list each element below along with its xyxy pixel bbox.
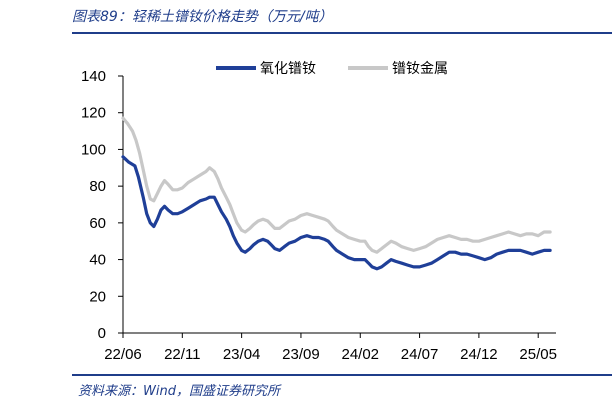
x-tick-label: 24/07: [401, 346, 439, 363]
y-tick-label: 120: [81, 105, 106, 122]
series-line-praseodymium-neodymium-metal: [121, 116, 552, 254]
y-tick-label: 100: [81, 141, 106, 158]
x-axis: 22/06 22/11 23/04 23/09 24/02 24/07 24/12 25/05: [104, 332, 557, 363]
x-tick-label: 24/02: [341, 346, 379, 363]
y-tick-label: 20: [89, 288, 106, 305]
series-layer: [121, 116, 552, 271]
x-tick-label: 25/05: [519, 346, 557, 363]
legend-label: 镨钕金属: [392, 61, 448, 77]
y-tick-label: 80: [89, 178, 106, 195]
y-tick-label: 40: [89, 252, 106, 269]
figure-title: 图表89：轻稀土镨钕价格走势（万元/吨）: [72, 9, 333, 25]
x-tick-label: 22/11: [164, 346, 200, 363]
x-tick-label: 23/09: [282, 346, 320, 363]
top-divider: [72, 32, 612, 34]
y-tick-label: 0: [98, 325, 106, 342]
bottom-divider: [72, 374, 612, 376]
y-axis: 0 20 40 60 80 100 120 140: [81, 68, 124, 342]
x-tick-label: 23/04: [223, 346, 261, 363]
y-tick-label: 60: [89, 215, 106, 232]
series-line-praseodymium-neodymium-oxide: [121, 155, 552, 271]
legend-label: 氧化镨钕: [260, 61, 316, 77]
x-tick-label: 22/06: [104, 346, 142, 363]
y-tick-label: 140: [81, 68, 106, 85]
source-note: 资料来源：Wind，国盛证券研究所: [78, 384, 280, 399]
x-tick-label: 24/12: [460, 346, 498, 363]
legend: 氧化镨钕 镨钕金属: [216, 61, 448, 77]
